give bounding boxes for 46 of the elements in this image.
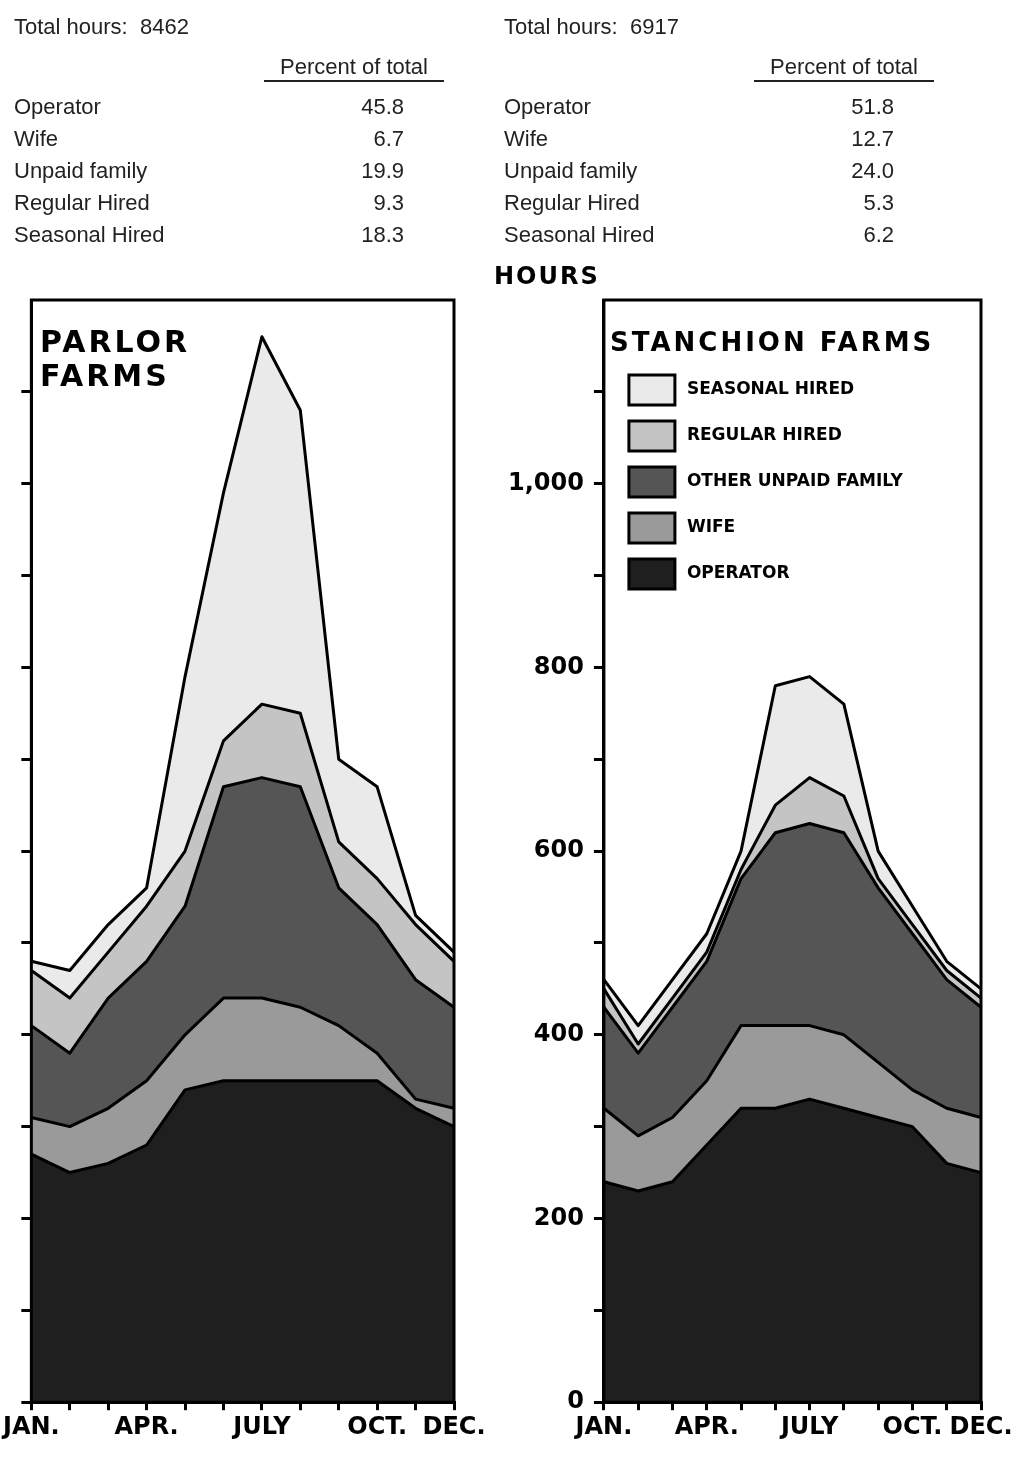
text: 19.9 (360, 158, 404, 184)
y-tick-label: 600 (533, 835, 584, 864)
x-tick-label: DEC. (422, 1411, 486, 1440)
text: Unpaid family (504, 158, 638, 184)
x-tick-label: OCT. (882, 1411, 943, 1440)
text: Operator (504, 94, 591, 120)
text: 24.0 (850, 158, 894, 184)
text: 6.2 (862, 222, 894, 248)
legend-label: OPERATOR (686, 562, 790, 583)
x-tick-label: OCT. (347, 1411, 408, 1440)
text: Wife (504, 126, 548, 152)
text: 5.3 (862, 190, 894, 216)
x-tick-label: JAN. (0, 1411, 60, 1440)
y-tick-label: 800 (533, 651, 584, 680)
text: 51.8 (850, 94, 894, 120)
text: Seasonal Hired (504, 222, 655, 248)
text: Total hours: 6917 (504, 14, 679, 40)
x-tick-label: APR. (674, 1411, 739, 1440)
text: Operator (14, 94, 101, 120)
y-tick-label: 1,000 (507, 467, 584, 496)
x-tick-label: JULY (778, 1411, 839, 1440)
legend-label: REGULAR HIRED (686, 424, 842, 445)
text: Percent of total (264, 54, 444, 82)
y-axis-title: HOURS (494, 262, 600, 290)
text: Regular Hired (504, 190, 640, 216)
text: Seasonal Hired (14, 222, 165, 248)
legend-label: SEASONAL HIRED (686, 378, 855, 399)
text: Total hours: 8462 (14, 14, 189, 40)
y-tick-label: 200 (533, 1202, 584, 1231)
text: 9.3 (372, 190, 404, 216)
text: Unpaid family (14, 158, 148, 184)
x-tick-label: DEC. (949, 1411, 1013, 1440)
text: Regular Hired (14, 190, 150, 216)
x-tick-label: JULY (231, 1411, 292, 1440)
text: 45.8 (360, 94, 404, 120)
text: 18.3 (360, 222, 404, 248)
text: 12.7 (850, 126, 894, 152)
x-tick-label: APR. (114, 1411, 179, 1440)
legend-label: OTHER UNPAID FAMILY (686, 470, 904, 491)
text: STANCHION FARMS (610, 326, 936, 359)
text: Percent of total (754, 54, 934, 82)
y-tick-label: 400 (533, 1019, 584, 1048)
text: Wife (14, 126, 58, 152)
text: PARLOR FARMS (40, 324, 191, 393)
text: 6.7 (372, 126, 404, 152)
legend-label: WIFE (686, 516, 736, 537)
